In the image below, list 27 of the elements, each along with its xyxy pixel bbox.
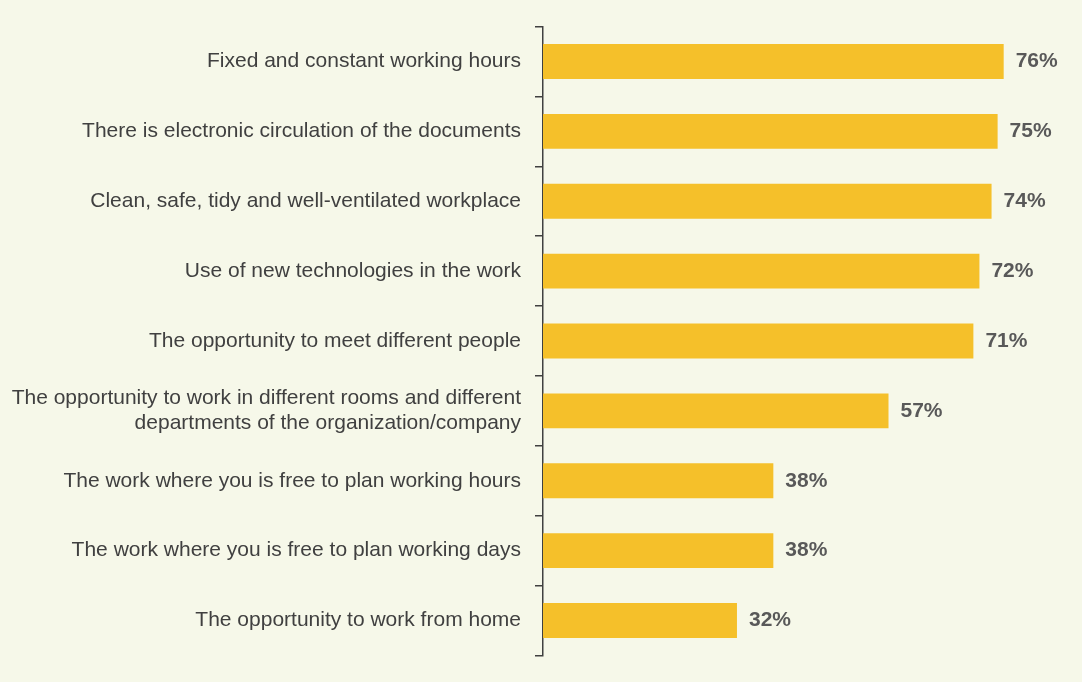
y-tick-label: Clean, safe, tidy and well-ventilated workplace	[90, 188, 521, 212]
bar	[543, 253, 980, 289]
bar	[543, 113, 998, 149]
bar	[543, 393, 889, 429]
y-tick-label: The work where you is free to plan working days	[71, 537, 521, 561]
y-tick-label: The work where you is free to plan working hours	[63, 467, 521, 491]
y-tick-label: The opportunity to meet different people	[148, 327, 521, 351]
y-tick-label: There is electronic circulation of the documents	[82, 118, 521, 142]
data-label: 71%	[985, 327, 1028, 351]
data-label: 38%	[785, 537, 828, 561]
y-tick-label: The opportunity to work from home	[195, 607, 521, 631]
y-tick-label: Use of new technologies in the work	[184, 257, 522, 281]
data-label: 32%	[748, 607, 792, 631]
bar	[543, 183, 992, 219]
bar	[543, 323, 974, 359]
bar	[543, 463, 774, 499]
bar	[543, 603, 737, 638]
data-label: 57%	[900, 397, 943, 421]
data-label: 74%	[1003, 188, 1046, 212]
data-label: 75%	[1009, 118, 1052, 142]
bar	[543, 44, 1004, 79]
y-tick-label: Fixed and constant working hours	[206, 48, 521, 72]
bar	[543, 533, 774, 569]
y-tick-label: The opportunity to work in different rooms and different departments of the organization/company	[11, 385, 522, 434]
data-label: 38%	[785, 467, 828, 491]
data-label: 72%	[991, 257, 1034, 281]
data-label: 76%	[1015, 48, 1059, 72]
